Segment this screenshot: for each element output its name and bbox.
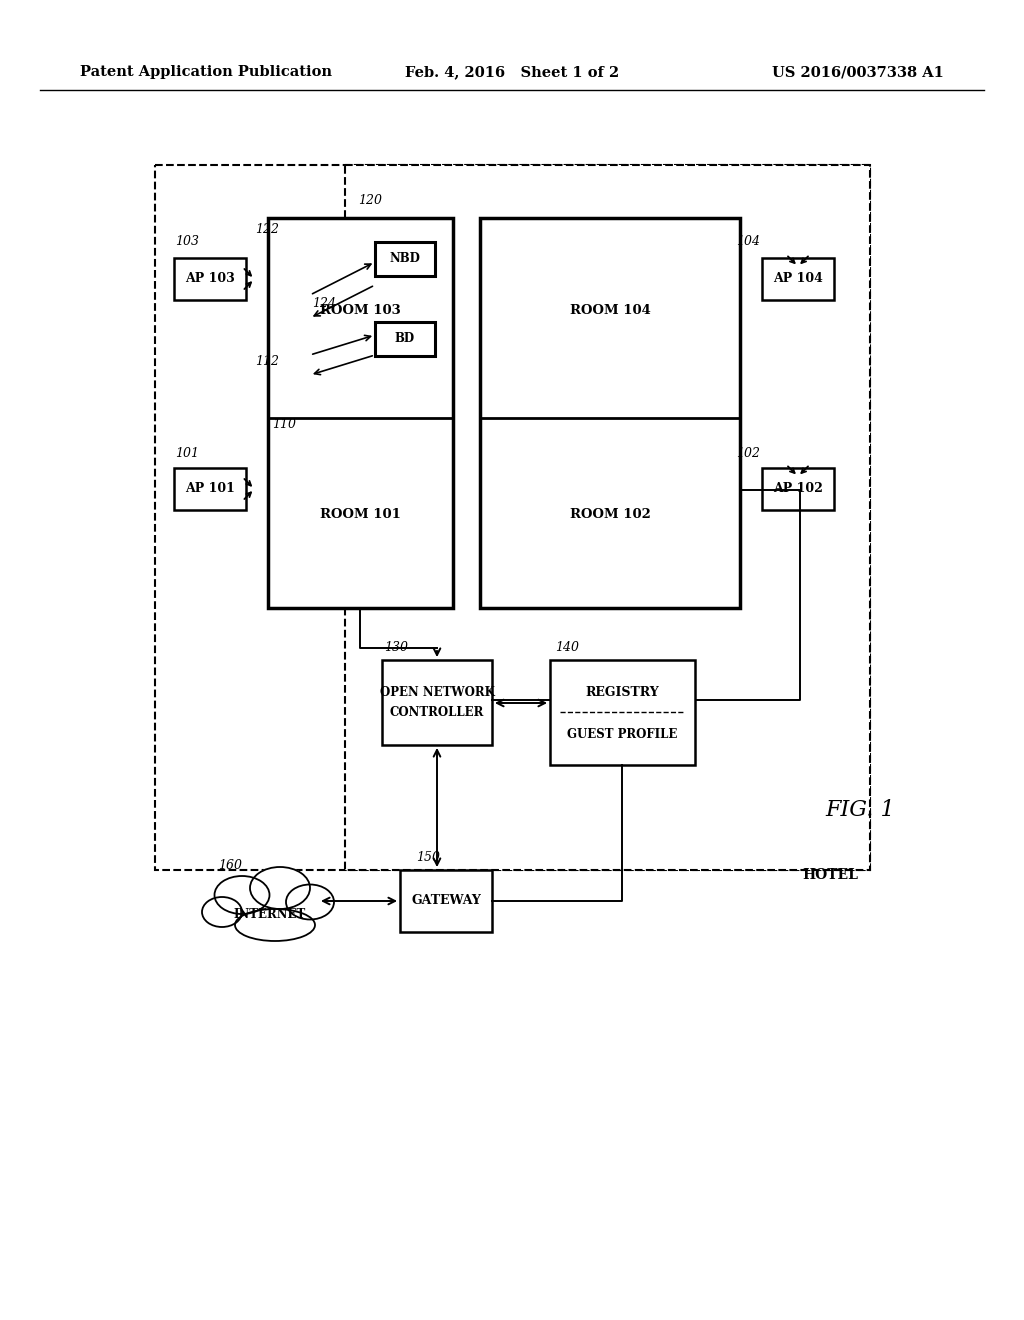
FancyBboxPatch shape [375, 322, 435, 356]
Ellipse shape [250, 867, 310, 909]
Text: ROOM 101: ROOM 101 [319, 508, 400, 521]
Text: 112: 112 [255, 355, 279, 368]
Text: AP 102: AP 102 [773, 483, 823, 495]
Text: 102: 102 [736, 447, 760, 459]
FancyBboxPatch shape [155, 165, 870, 870]
Text: 140: 140 [555, 642, 579, 653]
Ellipse shape [202, 898, 242, 927]
Text: HOTEL: HOTEL [802, 869, 858, 882]
Text: ROOM 102: ROOM 102 [569, 508, 650, 521]
Text: INTERNET: INTERNET [233, 908, 306, 921]
Text: BD: BD [395, 333, 415, 346]
Text: AP 104: AP 104 [773, 272, 823, 285]
Text: 160: 160 [218, 859, 242, 873]
Text: OPEN NETWORK: OPEN NETWORK [380, 685, 495, 698]
Text: AP 101: AP 101 [185, 483, 234, 495]
FancyBboxPatch shape [382, 660, 492, 744]
Text: 130: 130 [384, 642, 408, 653]
FancyBboxPatch shape [400, 870, 492, 932]
FancyBboxPatch shape [345, 165, 870, 870]
FancyBboxPatch shape [174, 469, 246, 510]
Text: US 2016/0037338 A1: US 2016/0037338 A1 [772, 65, 944, 79]
FancyBboxPatch shape [268, 218, 453, 609]
Text: 120: 120 [358, 194, 382, 207]
Text: AP 103: AP 103 [185, 272, 234, 285]
Text: CONTROLLER: CONTROLLER [390, 706, 484, 719]
Text: 150: 150 [416, 851, 440, 865]
FancyBboxPatch shape [550, 660, 695, 766]
Text: GATEWAY: GATEWAY [411, 895, 481, 908]
Text: REGISTRY: REGISTRY [585, 685, 658, 698]
Text: NBD: NBD [389, 252, 421, 265]
Text: GUEST PROFILE: GUEST PROFILE [567, 729, 677, 742]
Text: 101: 101 [175, 447, 199, 459]
Text: 124: 124 [312, 297, 336, 310]
FancyBboxPatch shape [480, 218, 740, 609]
Text: 104: 104 [736, 235, 760, 248]
Text: 122: 122 [255, 223, 279, 236]
Text: FIG. 1: FIG. 1 [825, 799, 895, 821]
Text: ROOM 104: ROOM 104 [569, 304, 650, 317]
Text: Feb. 4, 2016   Sheet 1 of 2: Feb. 4, 2016 Sheet 1 of 2 [404, 65, 620, 79]
Text: ROOM 103: ROOM 103 [319, 304, 400, 317]
FancyBboxPatch shape [375, 242, 435, 276]
Ellipse shape [234, 909, 315, 941]
Ellipse shape [214, 876, 269, 913]
Text: 110: 110 [272, 418, 296, 432]
Text: 103: 103 [175, 235, 199, 248]
FancyBboxPatch shape [762, 469, 834, 510]
Ellipse shape [286, 884, 334, 920]
FancyBboxPatch shape [762, 257, 834, 300]
FancyBboxPatch shape [174, 257, 246, 300]
Text: Patent Application Publication: Patent Application Publication [80, 65, 332, 79]
